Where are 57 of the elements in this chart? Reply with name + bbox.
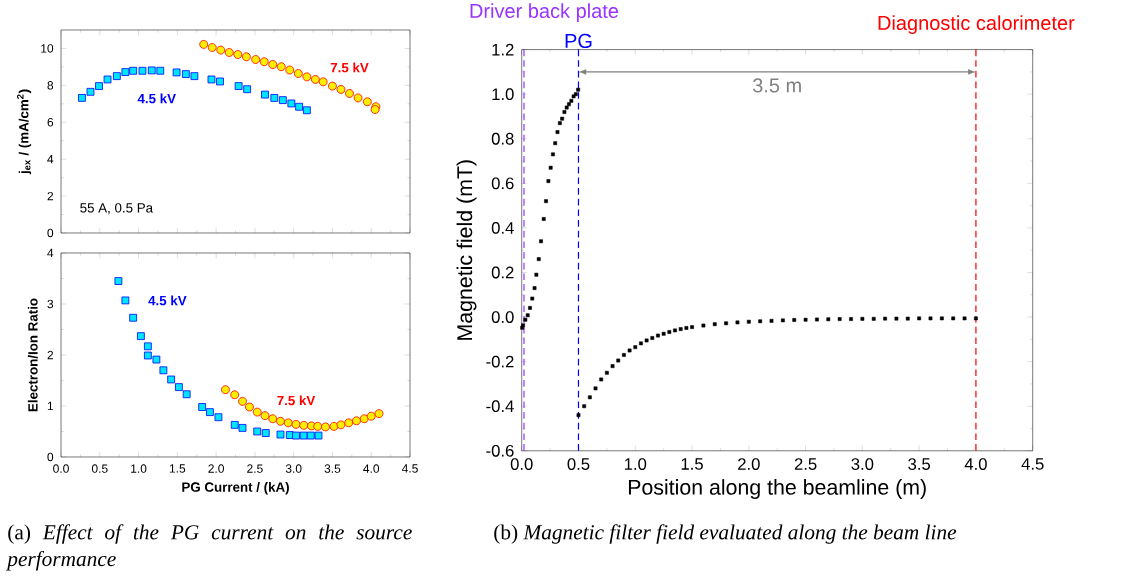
text: (b) Magnetic filter field evaluated along the beam line bbox=[494, 524, 957, 544]
y-tick-label: 1.2 bbox=[492, 43, 514, 56]
ref-line-label: Driver back plate bbox=[470, 3, 619, 22]
ref-line-label: PG bbox=[565, 33, 592, 48]
annotation: 3.5 m bbox=[752, 78, 801, 93]
x-tick-label: 1.5 bbox=[681, 458, 703, 470]
y-tick-label: 2 bbox=[47, 191, 54, 201]
x-tick-label: 1.0 bbox=[624, 458, 647, 470]
y-tick-label: 4 bbox=[47, 155, 54, 164]
y-axis-title: Magnetic field (mT) bbox=[456, 160, 477, 340]
x-tick-label: 3.5 bbox=[324, 464, 341, 473]
x-tick-label: 4.5 bbox=[1021, 458, 1044, 470]
y-tick-label: 8 bbox=[47, 81, 54, 90]
x-tick-label: 0.5 bbox=[91, 464, 108, 473]
x-tick-label: 4.5 bbox=[401, 464, 418, 473]
y-tick-label: 6 bbox=[47, 118, 54, 127]
annotation: 55 A, 0.5 Pa bbox=[80, 203, 154, 215]
y-tick-label: 2 bbox=[47, 350, 54, 360]
y-tick-label: -0.2 bbox=[486, 355, 514, 368]
y-tick-label: 0.0 bbox=[491, 311, 514, 323]
y-tick-label: 0 bbox=[47, 452, 54, 462]
x-tick-label: 1.0 bbox=[131, 464, 147, 473]
y-tick-label: 3 bbox=[47, 299, 54, 309]
y-tick-label: 0.6 bbox=[491, 177, 514, 190]
x-tick-label: 2.0 bbox=[208, 464, 224, 473]
y-tick-label: 0 bbox=[47, 228, 54, 238]
x-tick-label: 2.0 bbox=[738, 458, 760, 470]
text: (a) Effect of the PG current on the source performance bbox=[6, 524, 412, 571]
x-tick-label: 3.0 bbox=[285, 464, 302, 473]
y-tick-label: 0.2 bbox=[491, 266, 514, 279]
y-tick-label: 10 bbox=[41, 44, 54, 53]
y-tick-label: 0.4 bbox=[491, 222, 514, 234]
x-tick-label: 2.5 bbox=[794, 458, 817, 470]
y-tick-label: 0.8 bbox=[491, 132, 514, 145]
y-tick-label: 1.0 bbox=[492, 88, 514, 101]
y-axis-title: Electron/Ion Ratio bbox=[27, 298, 38, 412]
x-tick-label: 3.0 bbox=[851, 458, 874, 470]
y-tick-label: -0.6 bbox=[486, 444, 514, 457]
x-tick-label: 4.0 bbox=[964, 458, 987, 470]
series-label: 4.5 kV bbox=[137, 93, 176, 104]
y-tick-label: 4 bbox=[47, 248, 54, 258]
x-tick-label: 0.0 bbox=[53, 464, 69, 473]
x-tick-label: 2.5 bbox=[247, 464, 263, 473]
x-axis-title: Position along the beamline (m) bbox=[628, 479, 926, 500]
y-axis-title: j$_{ex}$ / (mA/cm$^{2}$) bbox=[17, 89, 32, 175]
x-tick-label: 1.5 bbox=[169, 464, 186, 473]
x-tick-label: 4.0 bbox=[363, 464, 380, 473]
x-axis-title: PG Current / (kA) bbox=[182, 482, 289, 495]
series-label: 7.5 kV bbox=[277, 395, 316, 406]
ref-line-label: Diagnostic calorimeter bbox=[878, 15, 1075, 34]
x-tick-label: 0.0 bbox=[510, 458, 533, 470]
x-tick-label: 3.5 bbox=[908, 458, 931, 470]
series-label: 7.5 kV bbox=[330, 62, 369, 73]
x-tick-label: 0.5 bbox=[567, 458, 590, 470]
y-tick-label: -0.4 bbox=[486, 400, 514, 413]
y-tick-label: 1 bbox=[47, 401, 54, 411]
series-label: 4.5 kV bbox=[148, 295, 187, 306]
